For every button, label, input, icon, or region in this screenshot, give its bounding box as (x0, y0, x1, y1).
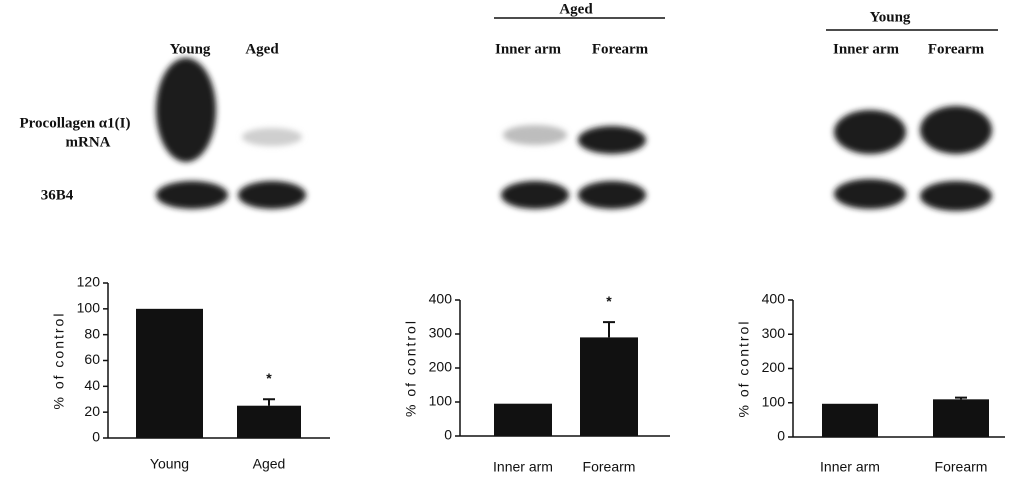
x-tick-label: Inner arm (820, 459, 880, 475)
y-axis-label: % of control (403, 319, 419, 417)
y-axis-label: % of control (51, 312, 67, 410)
bar (580, 337, 638, 436)
y-tick-label: 400 (762, 291, 786, 307)
bar (136, 309, 203, 438)
y-tick-label: 200 (762, 359, 786, 375)
x-tick-label: Forearm (935, 459, 988, 475)
error-bar (955, 398, 967, 400)
figure: Young Aged Procollagen α1(I) mRNA 36B4 A… (0, 0, 1017, 482)
x-tick-label: Forearm (583, 459, 636, 475)
y-tick-label: 60 (84, 351, 100, 367)
row-label: mRNA (66, 134, 111, 150)
lane-label: Inner arm (833, 41, 899, 57)
bar (822, 404, 878, 437)
error-bar (263, 399, 275, 405)
blot-bands (156, 58, 992, 211)
lane-label: Inner arm (495, 41, 561, 57)
bar (933, 399, 989, 437)
row-label: Procollagen α1(I) (20, 115, 131, 131)
error-bar (603, 322, 615, 337)
y-tick-label: 40 (84, 377, 100, 393)
lane-label: Young (170, 41, 211, 57)
lane-label: Aged (245, 41, 279, 57)
y-tick-label: 100 (429, 393, 453, 409)
y-tick-label: 100 (77, 300, 101, 316)
x-tick-label: Aged (253, 456, 286, 472)
group-label: Aged (559, 1, 593, 17)
row-label: 36B4 (41, 187, 74, 203)
y-tick-label: 200 (429, 359, 453, 375)
lane-label: Forearm (928, 41, 985, 57)
annotation: * (606, 293, 612, 309)
y-tick-label: 20 (84, 403, 100, 419)
y-tick-label: 0 (777, 428, 785, 444)
y-tick-label: 400 (429, 291, 453, 307)
bar (237, 406, 301, 438)
x-tick-label: Inner arm (493, 459, 553, 475)
x-tick-label: Young (150, 456, 189, 472)
annotation: * (266, 370, 272, 386)
y-tick-label: 120 (77, 274, 101, 290)
y-tick-label: 0 (444, 427, 452, 443)
y-tick-label: 0 (92, 429, 100, 445)
bar (494, 404, 552, 436)
y-tick-label: 100 (762, 393, 786, 409)
group-label: Young (870, 9, 911, 25)
y-tick-label: 300 (429, 325, 453, 341)
lane-label: Forearm (592, 41, 649, 57)
y-tick-label: 80 (84, 325, 100, 341)
y-axis-label: % of control (736, 320, 752, 418)
y-tick-label: 300 (762, 325, 786, 341)
